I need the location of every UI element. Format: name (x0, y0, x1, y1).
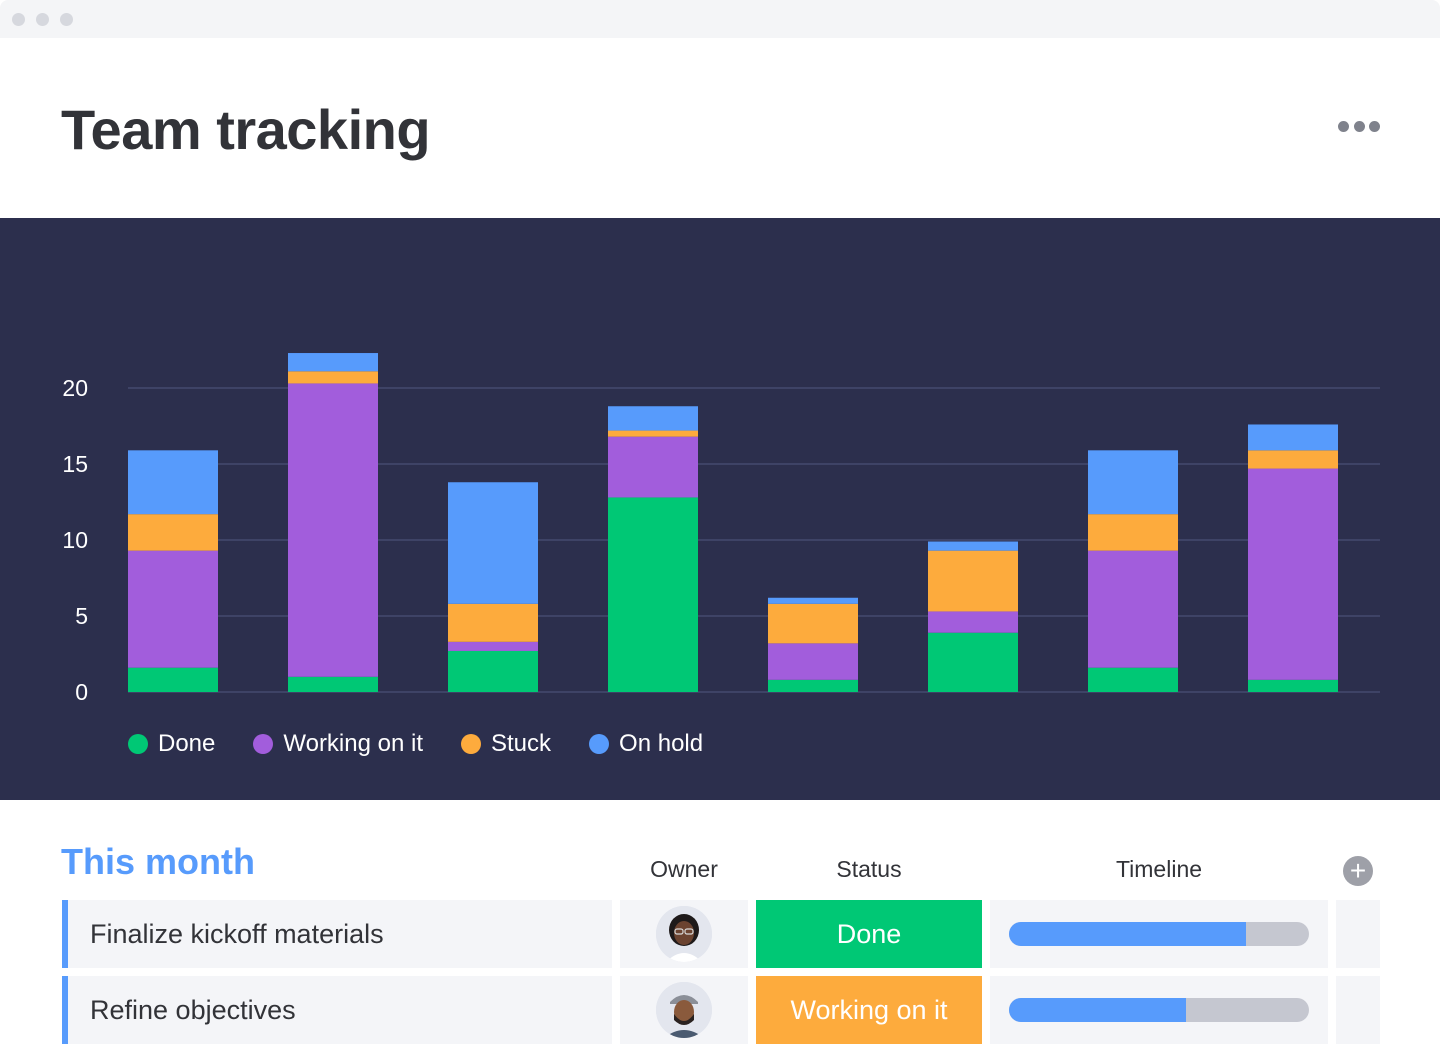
timeline-progress-fill (1009, 998, 1186, 1022)
owner-cell[interactable] (620, 976, 748, 1044)
y-tick-label: 15 (62, 451, 88, 477)
legend-label: Done (158, 730, 216, 757)
table-row[interactable]: Finalize kickoff materials Done (0, 900, 1440, 968)
owner-cell[interactable] (620, 900, 748, 968)
window-titlebar (0, 0, 1440, 38)
row-extra-cell (1336, 900, 1380, 968)
y-tick-label: 20 (62, 375, 88, 401)
bar-segment-on-hold[interactable] (608, 406, 698, 431)
timeline-bar[interactable] (1009, 922, 1309, 946)
column-header-timeline[interactable]: Timeline (1115, 856, 1203, 882)
legend-dot-done (128, 734, 148, 754)
bar-segment-done[interactable] (1248, 679, 1338, 692)
bar-segment-working-on-it[interactable] (768, 643, 858, 680)
window-maximize-dot[interactable] (60, 13, 73, 26)
legend-item-done[interactable]: Done (128, 730, 215, 758)
bar-segment-on-hold[interactable] (128, 450, 218, 515)
item-name: Finalize kickoff materials (90, 918, 384, 949)
timeline-cell[interactable] (990, 900, 1328, 968)
avatar[interactable] (656, 982, 712, 1038)
bar-segment-working-on-it[interactable] (608, 436, 698, 498)
legend-item-on-hold[interactable]: On hold (589, 730, 703, 758)
window-minimize-dot[interactable] (36, 13, 49, 26)
item-name-cell[interactable]: Refine objectives (62, 976, 612, 1044)
bar-segment-working-on-it[interactable] (288, 383, 378, 677)
legend-label: On hold (619, 730, 704, 757)
table-row[interactable]: Refine objectives Working on it (0, 976, 1440, 1044)
bar-segment-done[interactable] (768, 679, 858, 692)
plus-icon: + (1349, 855, 1367, 886)
bar-segment-stuck[interactable] (288, 371, 378, 384)
bar-segment-done[interactable] (1088, 667, 1178, 692)
legend-item-stuck[interactable]: Stuck (461, 730, 551, 758)
y-tick-label: 10 (62, 527, 88, 553)
more-dot-icon (1353, 120, 1365, 132)
bar-segment-done[interactable] (288, 676, 378, 692)
bar-segment-stuck[interactable] (448, 603, 538, 642)
bar-segment-stuck[interactable] (768, 603, 858, 644)
person-avatar-icon (656, 906, 712, 962)
group-title[interactable]: This month (61, 841, 255, 882)
bar-segment-working-on-it[interactable] (448, 641, 538, 651)
bar-segment-working-on-it[interactable] (928, 611, 1018, 633)
bar-segment-on-hold[interactable] (768, 597, 858, 604)
timeline-bar[interactable] (1009, 998, 1309, 1022)
item-name-cell[interactable]: Finalize kickoff materials (62, 900, 612, 968)
bar-segment-on-hold[interactable] (1088, 450, 1178, 515)
row-extra-cell (1336, 976, 1380, 1044)
chart-panel: 0 5 10 15 20 Done Working on it Stuck On hol… (0, 218, 1440, 800)
avatar[interactable] (656, 906, 712, 962)
person-avatar-icon (656, 982, 712, 1038)
y-tick-label: 5 (75, 603, 88, 629)
bar-segment-stuck[interactable] (1248, 450, 1338, 469)
legend-label: Working on it (283, 730, 423, 757)
bar-segment-done[interactable] (608, 497, 698, 692)
column-header-owner[interactable]: Owner (650, 856, 718, 882)
timeline-progress-fill (1009, 922, 1246, 946)
item-name: Refine objectives (90, 994, 296, 1025)
legend-dot-stuck (461, 734, 481, 754)
status-cell[interactable]: Done (756, 900, 982, 968)
bar-segment-stuck[interactable] (1088, 514, 1178, 551)
bar-segment-on-hold[interactable] (288, 353, 378, 372)
bar-segment-done[interactable] (448, 650, 538, 692)
legend-dot-working-on-it (253, 734, 274, 754)
window-close-dot[interactable] (12, 13, 25, 26)
timeline-cell[interactable] (990, 976, 1328, 1044)
column-header-status[interactable]: Status (836, 856, 902, 882)
bar-segment-working-on-it[interactable] (1088, 550, 1178, 668)
chart-legend: Done Working on it Stuck On hold (128, 728, 703, 760)
legend-dot-on-hold (589, 734, 610, 754)
more-options-button[interactable] (1334, 113, 1384, 139)
bar-segment-stuck[interactable] (608, 430, 698, 437)
bar-segment-working-on-it[interactable] (128, 550, 218, 668)
more-dot-icon (1338, 120, 1349, 132)
bar-segment-done[interactable] (128, 667, 218, 692)
status-label: Done (836, 918, 902, 949)
add-column-button[interactable]: + (1343, 856, 1373, 886)
stacked-bar-chart: 0 5 10 15 20 (62, 353, 1380, 705)
legend-label: Stuck (491, 730, 552, 757)
more-dot-icon (1369, 120, 1380, 132)
page-title: Team tracking (61, 98, 431, 161)
status-label: Working on it (790, 994, 948, 1025)
legend-item-working-on-it[interactable]: Working on it (253, 730, 423, 758)
bar-segment-stuck[interactable] (928, 550, 1018, 612)
bar-segment-done[interactable] (928, 632, 1018, 692)
bar-segment-on-hold[interactable] (448, 482, 538, 604)
y-tick-label: 0 (75, 679, 88, 705)
bar-segment-on-hold[interactable] (1248, 424, 1338, 451)
bar-segment-stuck[interactable] (128, 514, 218, 551)
bar-segment-working-on-it[interactable] (1248, 468, 1338, 680)
bar-segment-on-hold[interactable] (928, 541, 1018, 551)
status-cell[interactable]: Working on it (756, 976, 982, 1044)
